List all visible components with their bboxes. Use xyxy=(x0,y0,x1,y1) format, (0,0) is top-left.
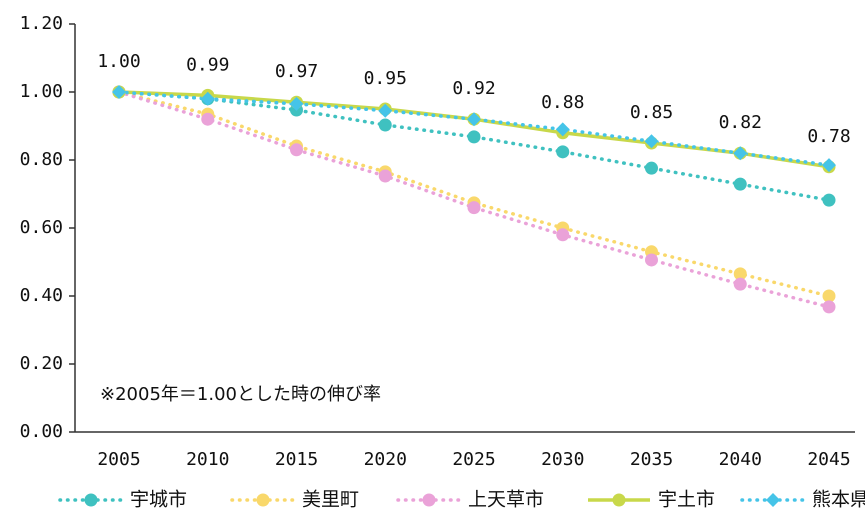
legend-label: 宇城市 xyxy=(130,489,187,511)
data-point xyxy=(555,122,570,137)
data-point xyxy=(644,134,659,149)
x-tick-label: 2045 xyxy=(807,449,850,470)
data-label: 0.82 xyxy=(719,112,762,133)
data-point xyxy=(467,201,481,215)
data-point xyxy=(289,96,304,111)
x-tick-label: 2020 xyxy=(364,449,407,470)
data-label: 1.00 xyxy=(97,51,140,72)
data-point xyxy=(733,267,747,281)
data-point xyxy=(112,85,126,99)
data-point xyxy=(467,112,481,127)
x-tick-label: 2015 xyxy=(275,449,318,470)
legend-marker xyxy=(766,493,780,507)
x-tick-label: 2035 xyxy=(630,449,673,470)
data-point xyxy=(822,193,836,207)
legend-label: 宇土市 xyxy=(658,489,715,511)
y-tick-label: 0.60 xyxy=(20,217,63,238)
data-point xyxy=(378,103,393,118)
data-point xyxy=(556,145,570,159)
legend-marker xyxy=(612,493,626,507)
y-tick-label: 1.00 xyxy=(20,81,63,102)
series-line xyxy=(117,90,831,202)
legend-marker xyxy=(256,493,270,507)
legend-label: 熊本県 xyxy=(812,489,865,511)
legend-marker xyxy=(422,493,436,507)
data-label: 0.97 xyxy=(275,61,318,82)
y-tick-label: 0.40 xyxy=(20,285,63,306)
data-point xyxy=(733,277,747,291)
data-point xyxy=(556,228,570,242)
data-point xyxy=(733,146,748,161)
data-label: 0.78 xyxy=(807,126,850,147)
data-label: 0.92 xyxy=(452,78,495,99)
data-point xyxy=(645,161,658,175)
data-point xyxy=(378,118,392,132)
data-point xyxy=(822,289,836,303)
y-tick-label: 0.20 xyxy=(20,353,63,374)
x-tick-label: 2025 xyxy=(452,449,495,470)
x-tick-label: 2040 xyxy=(719,449,762,470)
y-tick-label: 0.80 xyxy=(20,149,63,170)
data-point xyxy=(201,112,215,126)
data-point xyxy=(200,91,215,106)
data-label: 0.99 xyxy=(186,54,229,75)
legend-label: 美里町 xyxy=(302,489,359,511)
data-label: 0.88 xyxy=(541,92,584,113)
y-tick-label: 0.00 xyxy=(20,421,63,442)
x-tick-label: 2030 xyxy=(541,449,584,470)
legend-label: 上天草市 xyxy=(468,489,544,511)
x-tick-label: 2005 xyxy=(97,449,140,470)
data-label: 0.95 xyxy=(364,68,407,89)
data-point xyxy=(822,158,836,173)
data-point xyxy=(290,143,303,157)
data-point xyxy=(467,130,481,144)
data-point xyxy=(378,169,392,183)
data-label: 0.85 xyxy=(630,102,673,123)
legend-marker xyxy=(84,493,98,507)
data-point xyxy=(733,177,747,191)
data-point xyxy=(822,300,836,314)
y-tick-label: 1.20 xyxy=(20,13,63,34)
x-tick-label: 2010 xyxy=(186,449,229,470)
data-point xyxy=(645,253,658,267)
annotation: ※2005年＝1.00とした時の伸び率 xyxy=(100,384,381,405)
series-line xyxy=(117,90,831,167)
